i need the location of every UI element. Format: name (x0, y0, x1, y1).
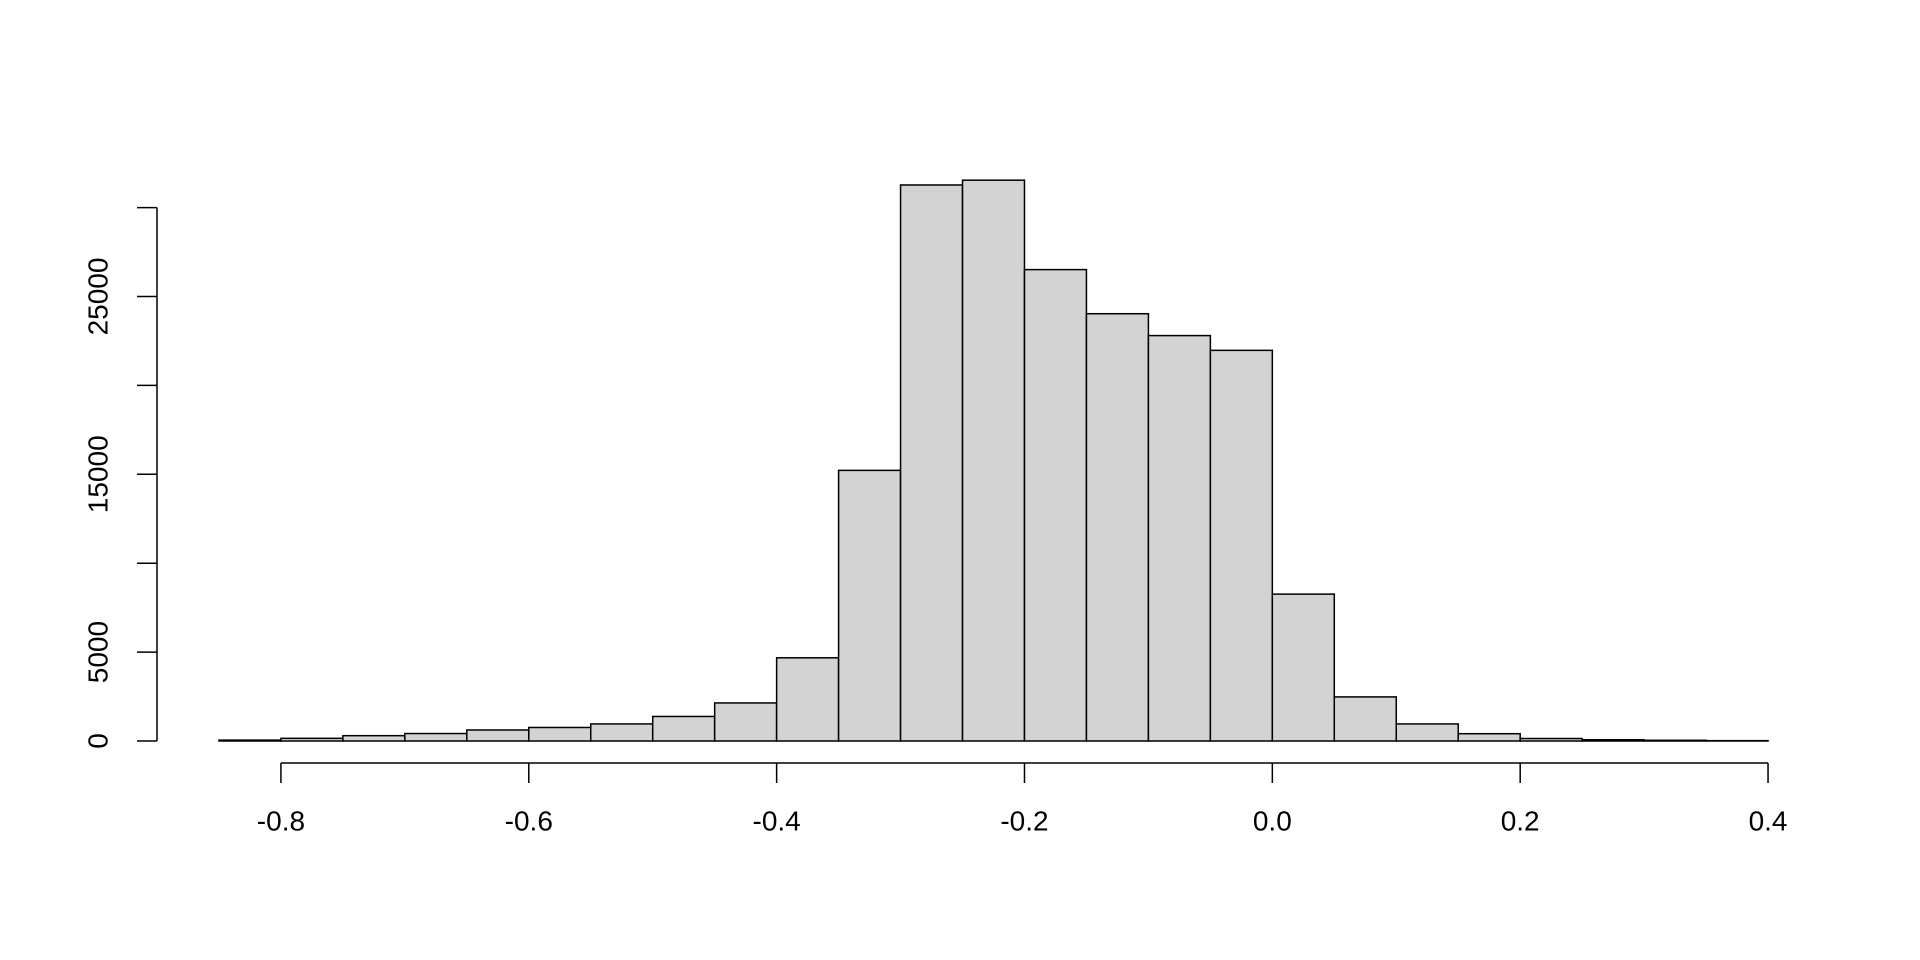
bar (404, 732, 468, 742)
bar (651, 715, 716, 742)
x-tick-label: -0.2 (1000, 805, 1048, 836)
bar (899, 184, 964, 742)
bar (1643, 739, 1707, 742)
x-tick-label: -0.4 (753, 805, 801, 836)
y-tick-label: 5000 (82, 621, 113, 683)
bar (837, 469, 902, 742)
bar (1457, 732, 1521, 742)
bar (218, 739, 282, 742)
x-tick-label: 0.2 (1501, 805, 1540, 836)
bar (1271, 593, 1336, 742)
bar (1581, 739, 1645, 742)
bar (713, 702, 778, 742)
x-tick-label: 0.4 (1749, 805, 1788, 836)
x-tick-label: -0.6 (505, 805, 553, 836)
bar (961, 179, 1026, 742)
bar (1209, 349, 1274, 742)
bar (775, 657, 840, 742)
bar (1395, 723, 1459, 742)
bar (589, 723, 654, 742)
bar (1519, 737, 1583, 742)
bar (342, 734, 406, 742)
bar (1333, 696, 1398, 742)
x-tick-label: 0.0 (1253, 805, 1292, 836)
bar (1085, 312, 1150, 742)
bar (1023, 268, 1088, 742)
x-tick-label: -0.8 (257, 805, 305, 836)
y-tick-label: 25000 (82, 258, 113, 336)
bar (528, 726, 592, 742)
y-tick-label: 0 (82, 733, 113, 749)
bar (280, 737, 344, 742)
bar (466, 729, 530, 742)
bar (1147, 334, 1212, 742)
y-tick-label: 15000 (82, 435, 113, 513)
